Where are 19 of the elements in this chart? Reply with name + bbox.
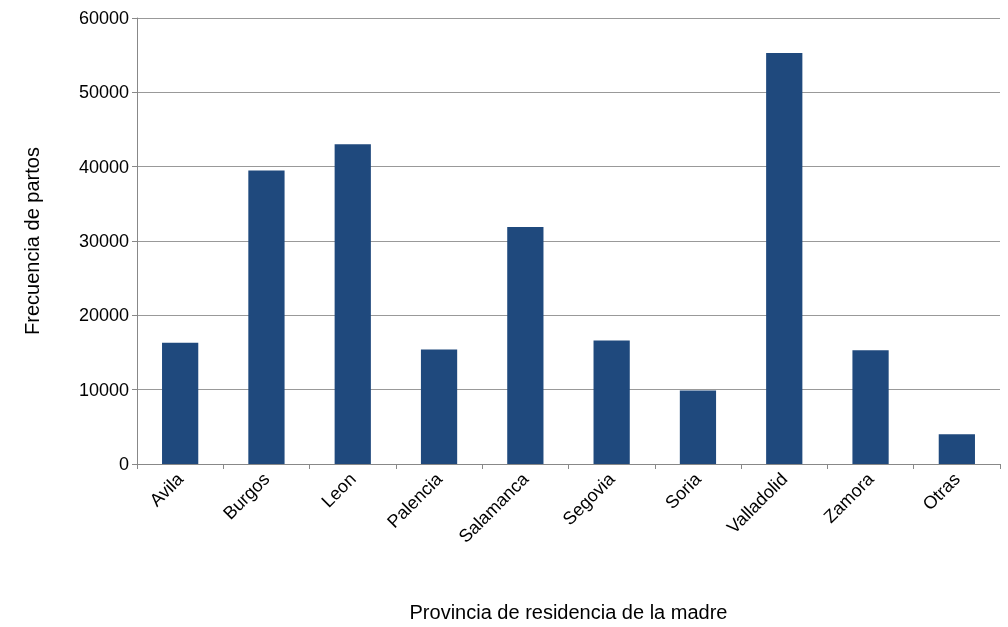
y-tick-label: 0: [118, 454, 129, 474]
bar: [420, 349, 458, 464]
bar: [507, 226, 544, 464]
bar: [852, 350, 889, 464]
y-tick-label: 30000: [78, 231, 129, 251]
bar: [938, 434, 975, 464]
x-axis-title: Provincia de residencia de la madre: [409, 601, 728, 623]
y-tick-label: 50000: [78, 82, 129, 103]
y-tick-label: 20000: [78, 305, 129, 326]
bar: [162, 342, 199, 464]
bar: [334, 144, 371, 464]
bar: [766, 52, 803, 464]
y-tick-label: 60000: [78, 8, 129, 28]
bar: [593, 340, 630, 464]
bar: [679, 390, 717, 464]
bar: [248, 170, 285, 464]
y-axis-title: Frecuencia de partos: [21, 147, 43, 335]
y-tick-label: 10000: [78, 379, 129, 400]
y-tick-label: 40000: [78, 156, 129, 177]
